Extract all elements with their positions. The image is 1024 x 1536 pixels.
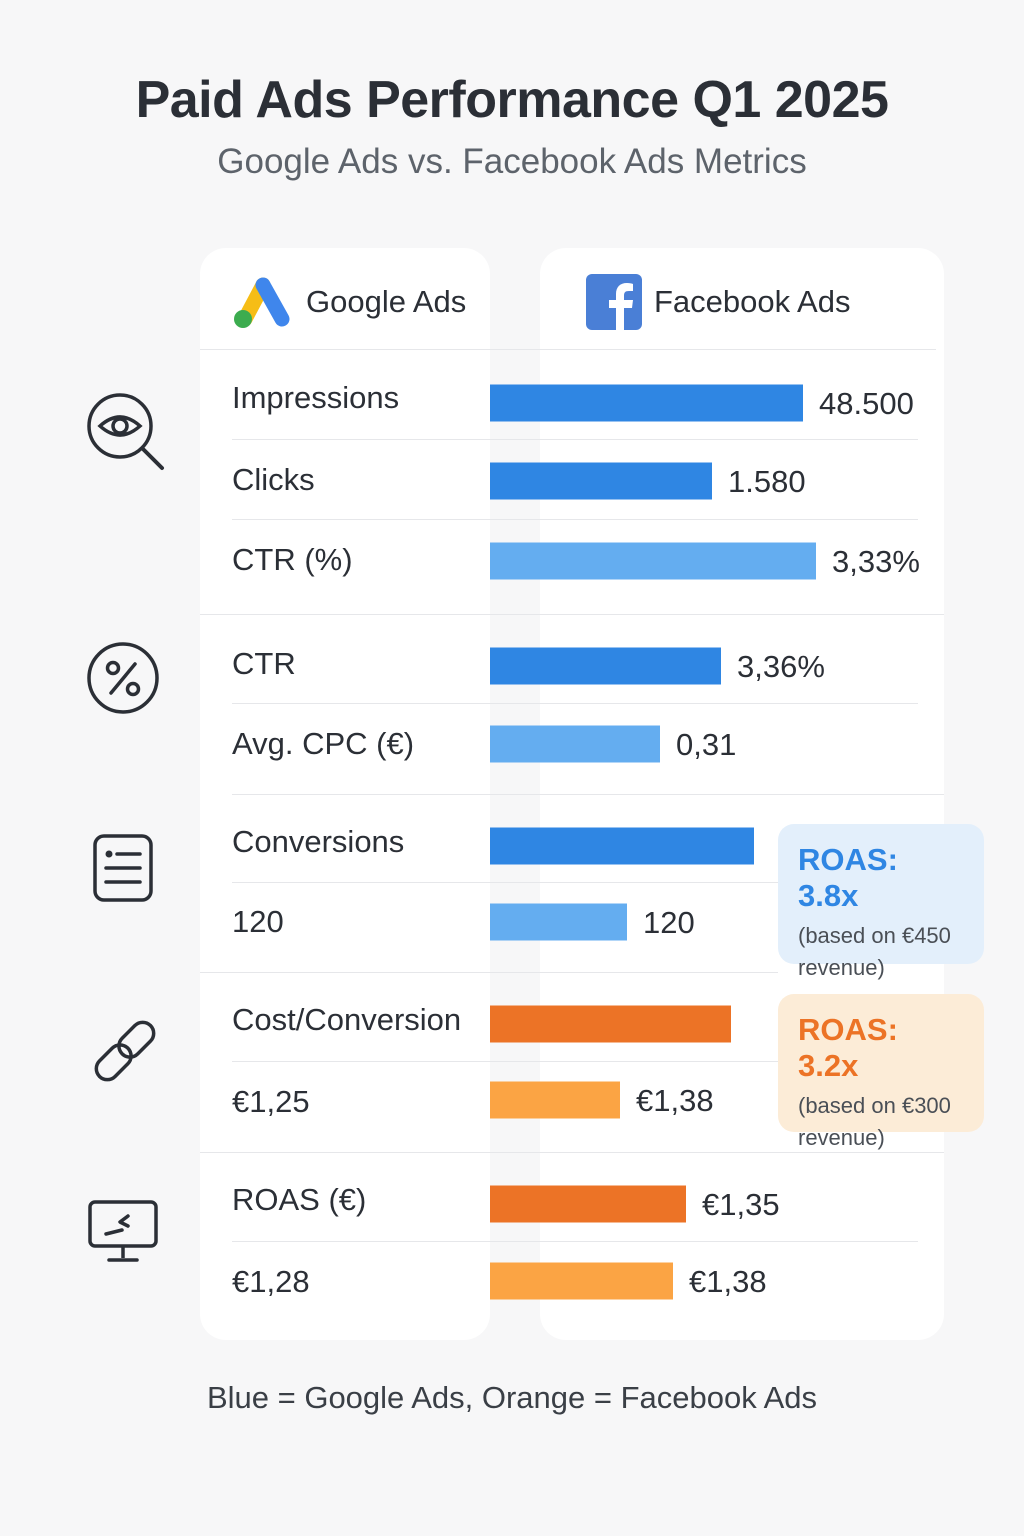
- facebook-ads-header-label: Facebook Ads: [654, 284, 851, 319]
- row-label-cost-conversion-value: €1,25: [232, 1084, 310, 1119]
- percent-icon: [87, 642, 159, 714]
- bar-9: [490, 1185, 686, 1223]
- roas-callout-google-title: ROAS: 3.8x: [798, 842, 898, 913]
- row-label-conversions: Conversions: [232, 824, 405, 859]
- monitor-icon: [88, 1200, 158, 1262]
- roas-callout-facebook: ROAS: 3.2x (based on €300 revenue): [778, 994, 984, 1150]
- bar-value-label-3: 3,36%: [737, 649, 825, 684]
- roas-callout-facebook-note: (based on €300 revenue): [798, 1093, 951, 1150]
- bar-value-label-9: €1,35: [702, 1187, 780, 1222]
- link-icon: [94, 1020, 156, 1082]
- facebook-logo-icon: [586, 274, 642, 330]
- bar-2: [490, 542, 816, 580]
- row-label-clicks: Clicks: [232, 462, 315, 497]
- divider: [232, 794, 944, 795]
- roas-callout-google-note: (based on €450 revenue): [798, 923, 951, 980]
- legend: Blue = Google Ads, Orange = Facebook Ads: [206, 1380, 818, 1415]
- row-label-roas: ROAS (€): [232, 1182, 367, 1217]
- bar-1: [490, 462, 712, 500]
- bar-value-label-8: €1,38: [636, 1083, 714, 1118]
- bar-4: [490, 725, 660, 763]
- google-ads-header-label: Google Ads: [306, 284, 467, 319]
- roas-callout-google: ROAS: 3.8x (based on €450 revenue): [778, 824, 984, 980]
- chart-title: Paid Ads Performance Q1 2025: [135, 71, 889, 129]
- google-ads-header: Google Ads: [232, 272, 466, 332]
- divider: [200, 614, 944, 615]
- facebook-ads-header: Facebook Ads: [586, 272, 850, 332]
- chart-subtitle: Google Ads vs. Facebook Ads Metrics: [217, 142, 807, 181]
- divider: [200, 972, 778, 973]
- row-label-avg-cpc: Avg. CPC (€): [232, 726, 415, 761]
- row-label-ctr-percent: CTR (%): [232, 542, 353, 577]
- roas-callout-facebook-title: ROAS: 3.2x: [798, 1012, 898, 1083]
- bar-value-label-1: 1.580: [728, 464, 806, 499]
- row-label-ctr: CTR: [232, 646, 296, 681]
- bar-value-label-0: 48.500: [819, 386, 914, 421]
- bar-value-label-2: 3,33%: [832, 544, 920, 579]
- divider: [232, 519, 918, 520]
- document-list-icon: [93, 834, 153, 902]
- divider: [232, 439, 918, 440]
- divider: [200, 1152, 944, 1153]
- eye-search-icon: [87, 393, 164, 470]
- bar-5: [490, 827, 754, 865]
- row-label-cost-conversion: Cost/Conversion: [232, 1002, 462, 1037]
- row-label-impressions: Impressions: [232, 380, 400, 415]
- bar-value-label-10: €1,38: [689, 1264, 767, 1299]
- divider: [200, 349, 936, 350]
- bar-value-label-6: 120: [643, 905, 695, 940]
- bar-7: [490, 1005, 731, 1043]
- divider: [232, 1241, 918, 1242]
- row-label-conversions-value: 120: [232, 904, 284, 939]
- bar-6: [490, 903, 627, 941]
- divider: [232, 703, 918, 704]
- google-ads-logo-icon: [234, 277, 290, 328]
- bar-value-label-4: 0,31: [676, 727, 736, 762]
- row-label-roas-value: €1,28: [232, 1264, 310, 1299]
- bar-0: [490, 384, 803, 422]
- bar-10: [490, 1262, 673, 1300]
- divider: [232, 882, 778, 883]
- bar-8: [490, 1081, 620, 1119]
- bar-3: [490, 647, 721, 685]
- divider: [232, 1061, 778, 1062]
